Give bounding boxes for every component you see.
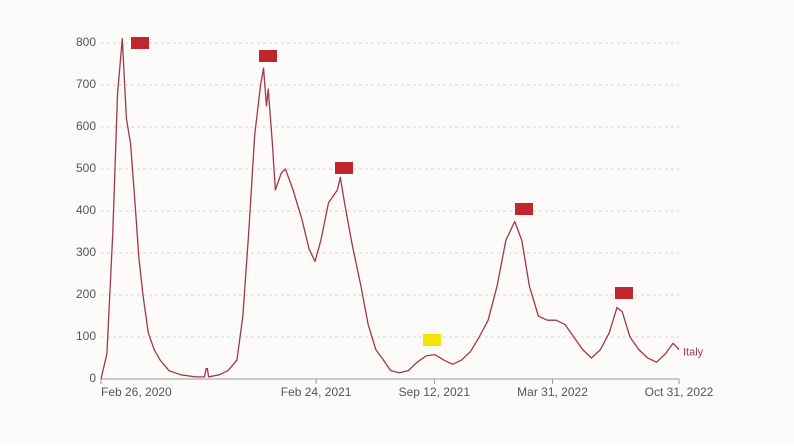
y-tick-label: 300 bbox=[76, 245, 96, 259]
marker bbox=[515, 203, 533, 215]
x-tick-label: Mar 31, 2022 bbox=[517, 385, 588, 399]
y-tick-label: 500 bbox=[76, 161, 96, 175]
marker bbox=[615, 287, 633, 299]
x-tick-label: Feb 26, 2020 bbox=[101, 385, 172, 399]
y-tick-label: 200 bbox=[76, 287, 96, 301]
y-tick-label: 400 bbox=[76, 203, 96, 217]
y-tick-label: 600 bbox=[76, 119, 96, 133]
line bbox=[100, 38, 680, 380]
peak-markers bbox=[131, 37, 633, 346]
y-tick-label: 800 bbox=[76, 35, 96, 49]
axes: 0 100 200 300 400 500 600 700 800 Feb 26, 2020 Feb… bbox=[76, 35, 714, 399]
marker bbox=[259, 50, 277, 62]
series-label: Italy bbox=[683, 347, 704, 359]
y-tick-label: 700 bbox=[76, 77, 96, 91]
y-tick-label: 100 bbox=[76, 329, 96, 343]
x-tick-label: Oct 31, 2022 bbox=[645, 385, 714, 399]
y-tick-label: 0 bbox=[89, 371, 96, 385]
x-tick-label: Sep 12, 2021 bbox=[399, 385, 471, 399]
marker bbox=[423, 334, 441, 346]
x-tick-label: Feb 24, 2021 bbox=[281, 385, 352, 399]
marker bbox=[131, 37, 149, 49]
marker bbox=[335, 162, 353, 174]
